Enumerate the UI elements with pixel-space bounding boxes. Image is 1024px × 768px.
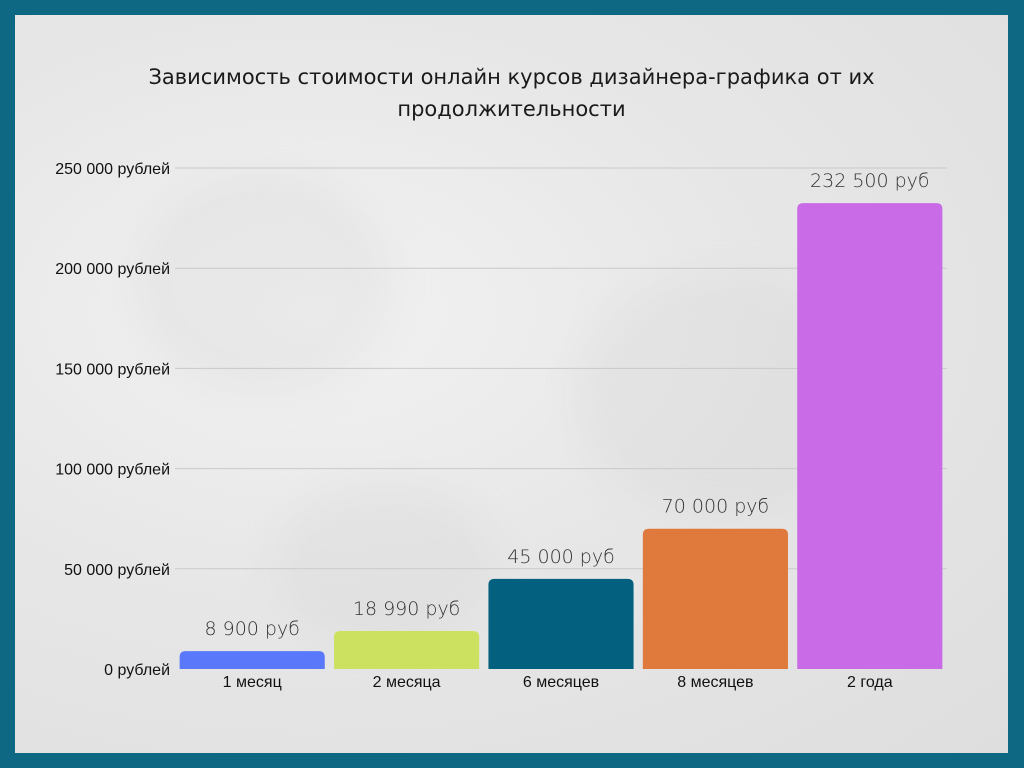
x-tick-label: 1 месяц (223, 674, 282, 691)
bar-value-label: 45 000 руб (507, 546, 614, 568)
chart-frame: Зависимость стоимости онлайн курсов диза… (15, 15, 1008, 753)
y-tick-label: 50 000 рублей (64, 562, 170, 579)
bar-chart: 0 рублей 50 000 рублей 100 000 рублей 150 0… (55, 161, 947, 691)
bar-value-label: 70 000 руб (662, 496, 769, 518)
bar (179, 651, 325, 669)
y-tick-label: 100 000 рублей (55, 462, 170, 479)
background-stain (135, 175, 395, 395)
x-tick-label: 8 месяцев (677, 674, 753, 691)
bar (797, 203, 943, 669)
y-axis-ticks: 0 рублей 50 000 рублей 100 000 рублей 150 0… (55, 161, 170, 679)
chart-title: Зависимость стоимости онлайн курсов диза… (148, 65, 875, 121)
bar-value-label: 8 900 руб (205, 618, 300, 640)
bar (642, 528, 788, 669)
bars (179, 203, 943, 669)
x-axis-ticks: 1 месяц 2 месяца 6 месяцев 8 месяцев 2 года (223, 674, 893, 691)
y-tick-label: 250 000 рублей (55, 161, 170, 178)
data-labels: 8 900 руб 18 990 руб 45 000 руб 70 000 руб 2… (205, 170, 930, 640)
bar (488, 578, 634, 669)
bar (334, 630, 480, 669)
x-tick-label: 2 года (847, 674, 893, 691)
bar-value-label: 18 990 руб (353, 598, 460, 620)
background-stain (275, 485, 495, 645)
bar-value-label: 232 500 руб (810, 170, 930, 192)
y-tick-label: 0 рублей (104, 662, 170, 679)
x-tick-label: 6 месяцев (523, 674, 599, 691)
y-tick-label: 150 000 рублей (55, 361, 170, 378)
x-tick-label: 2 месяца (373, 674, 441, 691)
y-tick-label: 200 000 рублей (55, 261, 170, 278)
